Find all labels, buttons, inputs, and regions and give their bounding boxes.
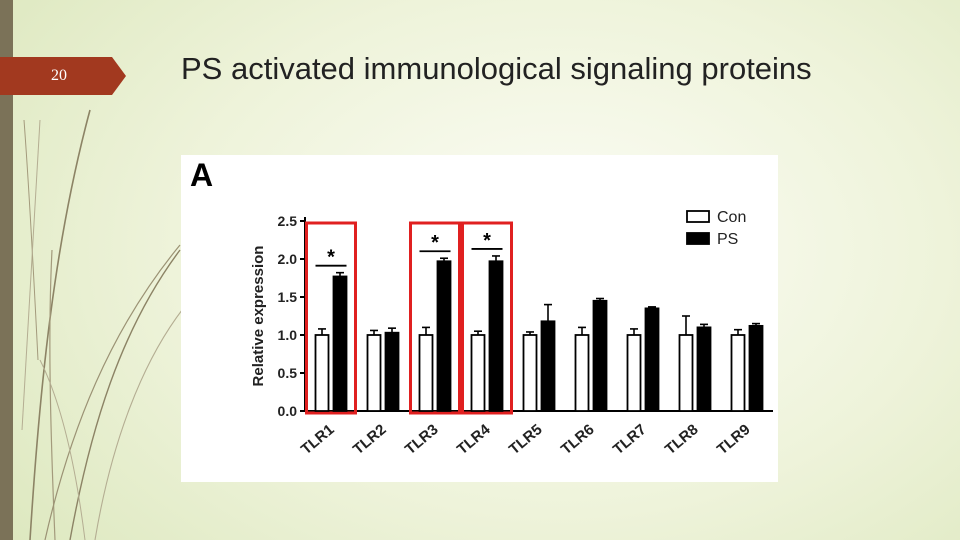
y-tick-label-2: 1.0 <box>278 327 298 343</box>
bar-ps-tlr3 <box>436 260 452 412</box>
bar-con-tlr8 <box>678 334 694 412</box>
x-tick-label-tlr1: TLR1 <box>298 421 338 458</box>
panel-label: A <box>190 157 213 193</box>
slide-number: 20 <box>51 67 67 84</box>
bar-con-tlr7 <box>626 334 642 412</box>
bar-con-tlr4 <box>470 334 486 412</box>
significance-star-tlr4: * <box>483 230 491 252</box>
figure-panel: A 0.0 0.5 1.0 1.5 2.0 2.5 Relative expression *… <box>181 155 778 482</box>
y-tick-label-4: 2.0 <box>278 251 298 267</box>
bar-chart: A 0.0 0.5 1.0 1.5 2.0 2.5 Relative expression *… <box>190 157 773 459</box>
x-tick-label-tlr9: TLR9 <box>714 421 754 458</box>
bar-ps-tlr1 <box>332 275 348 412</box>
x-tick-label-tlr8: TLR8 <box>662 421 702 458</box>
slide-number-tag <box>0 57 126 95</box>
highlight-box-tlr3 <box>409 221 461 415</box>
x-tick-label-tlr6: TLR6 <box>558 421 598 458</box>
significance-star-tlr1: * <box>327 247 335 269</box>
legend-swatch-con <box>686 210 710 223</box>
x-tick-label-tlr2: TLR2 <box>350 421 390 458</box>
bar-con-tlr2 <box>366 334 382 412</box>
y-tick-label-3: 1.5 <box>278 289 298 305</box>
y-axis-label: Relative expression <box>250 246 267 387</box>
bar-ps-tlr6 <box>592 299 608 412</box>
x-tick-label-tlr4: TLR4 <box>454 421 494 459</box>
bar-con-tlr6 <box>574 334 590 412</box>
bar-con-tlr5 <box>522 334 538 412</box>
bar-ps-tlr7 <box>644 307 660 412</box>
bar-con-tlr9 <box>730 334 746 412</box>
bar-ps-tlr4 <box>488 260 504 412</box>
legend-swatch-ps <box>686 232 710 245</box>
bar-con-tlr1 <box>314 334 330 412</box>
bar-ps-tlr2 <box>384 331 400 412</box>
significance-star-tlr3: * <box>431 232 439 254</box>
y-tick-label-5: 2.5 <box>278 213 298 229</box>
bar-ps-tlr8 <box>696 326 712 412</box>
x-tick-label-tlr5: TLR5 <box>506 421 546 458</box>
y-tick-label-1: 0.5 <box>278 365 298 381</box>
x-tick-label-tlr3: TLR3 <box>402 421 442 458</box>
slide-title: PS activated immunological signaling pro… <box>181 51 812 86</box>
left-sidebar-bar <box>0 0 13 540</box>
bar-con-tlr3 <box>418 334 434 412</box>
legend-label-ps: PS <box>717 231 738 248</box>
legend-label-con: Con <box>717 209 746 226</box>
slide-number-tag-shape <box>0 57 126 95</box>
bar-ps-tlr5 <box>540 320 556 412</box>
highlight-box-tlr4 <box>461 221 513 415</box>
x-tick-label-tlr7: TLR7 <box>610 421 650 458</box>
highlight-box-tlr1 <box>305 221 357 415</box>
y-tick-label-0: 0.0 <box>278 403 298 419</box>
bar-ps-tlr9 <box>748 324 764 412</box>
